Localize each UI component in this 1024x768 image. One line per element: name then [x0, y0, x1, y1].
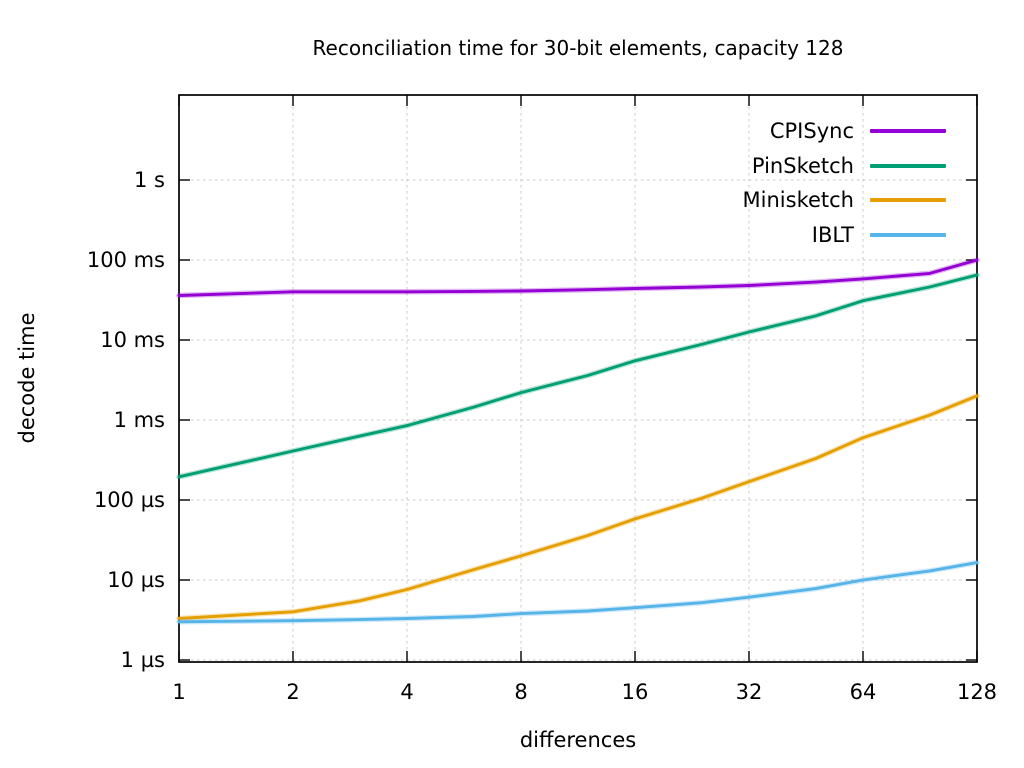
x-tick-label: 16: [621, 680, 649, 704]
x-tick-label: 8: [514, 680, 528, 704]
series-line-minisketch: [177, 394, 979, 620]
x-axis-label: differences: [519, 728, 637, 752]
legend-line-sample: [870, 232, 946, 237]
legend-line-sample: [870, 198, 946, 203]
x-tick-label: 1: [172, 680, 186, 704]
y-tick-label: 100 ms: [86, 248, 165, 272]
series-line-minisketch: [176, 393, 980, 622]
series-line-cpisync: [177, 258, 979, 297]
legend-label: CPISync: [769, 119, 854, 144]
plot-frame: [178, 94, 978, 663]
x-tick-label: 2: [286, 680, 300, 704]
y-tick-label: 1 µs: [120, 648, 165, 672]
y-tick-label: 10 ms: [100, 328, 165, 352]
legend-item-minisketch: Minisketch: [743, 183, 946, 218]
y-tick-label: 100 µs: [93, 488, 165, 512]
legend-item-pinsketch: PinSketch: [743, 149, 946, 184]
legend-item-cpisync: CPISync: [743, 114, 946, 149]
chart-title: Reconciliation time for 30-bit elements,…: [312, 36, 844, 60]
legend-label: IBLT: [811, 222, 854, 247]
series-line-pinsketch: [177, 273, 979, 479]
legend-label: Minisketch: [742, 188, 854, 213]
x-tick-label: 32: [735, 680, 763, 704]
series-line-pinsketch: [176, 272, 980, 480]
legend-item-iblt: IBLT: [743, 218, 946, 253]
legend-line-sample: [870, 163, 946, 168]
y-tick-label: 1 ms: [113, 408, 165, 432]
legend-line-sample: [870, 129, 946, 134]
y-tick-label: 10 µs: [107, 568, 165, 592]
legend: CPISync PinSketch Minisketch IBLT: [743, 114, 946, 252]
y-tick-label: 1 s: [134, 168, 165, 192]
x-tick-label: 128: [956, 680, 998, 704]
legend-label: PinSketch: [751, 153, 854, 178]
series-line-iblt: [177, 561, 979, 624]
x-tick-label: 64: [849, 680, 877, 704]
x-tick-label: 4: [400, 680, 414, 704]
